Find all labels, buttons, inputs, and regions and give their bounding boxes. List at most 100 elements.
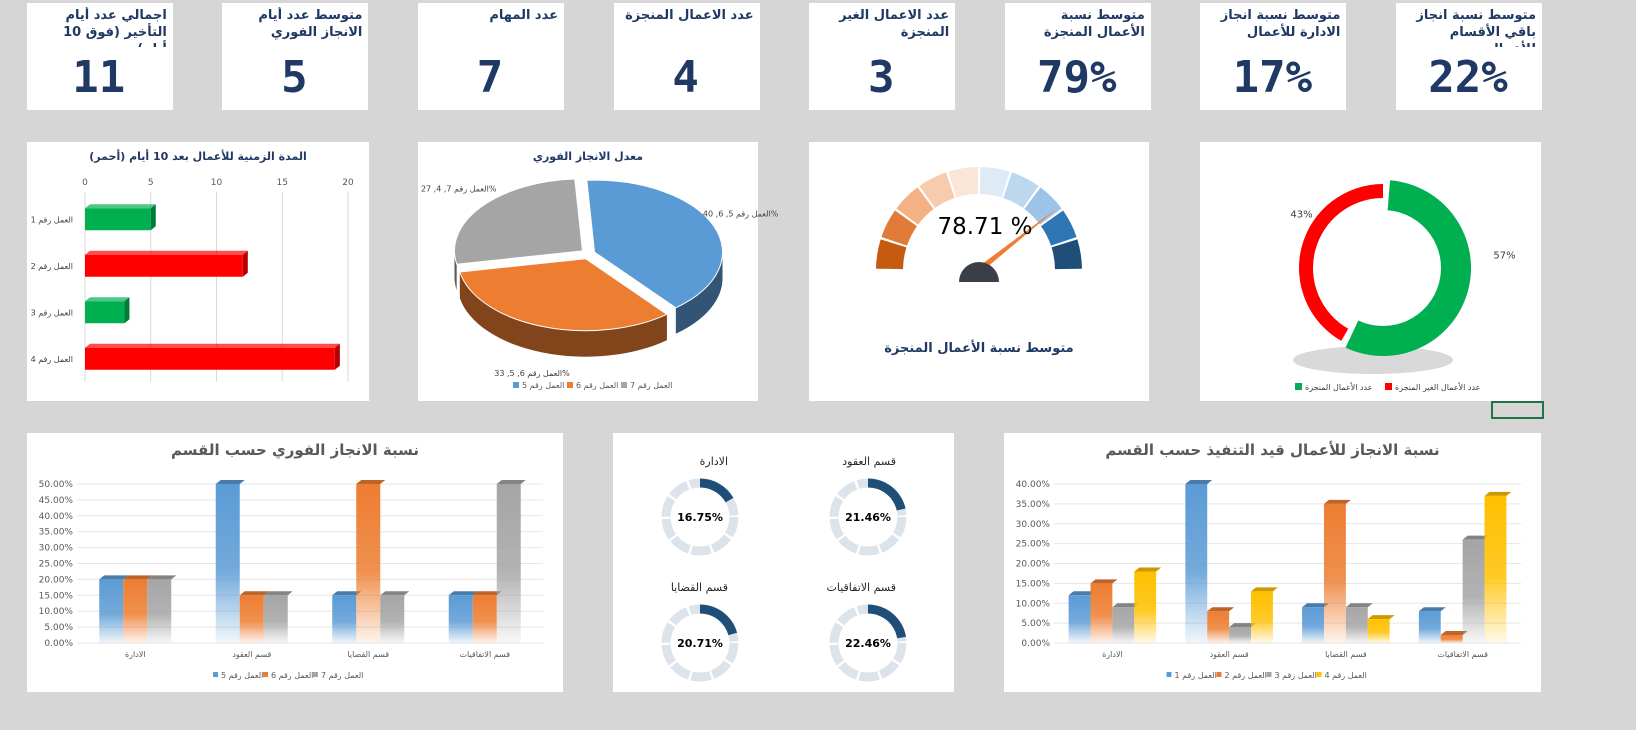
bar-top [85, 343, 340, 348]
chart-title: نسبة الانجاز للأعمال قيد التنفيذ حسب الق… [1105, 441, 1439, 459]
y-tick-label: 20.00% [1016, 560, 1051, 570]
bar [239, 595, 264, 643]
kpi-card: متوسط نسبة انجاز باقي الأقسام للأعمال 22% [1396, 3, 1542, 110]
legend-swatch [567, 382, 573, 388]
kpi-value: 17% [1232, 52, 1313, 103]
y-tick-label: 25.00% [39, 560, 74, 570]
bar [1068, 595, 1091, 643]
bar [1323, 503, 1346, 643]
slice-side [675, 252, 723, 334]
chart-title: معدل الانجاز الفوري [533, 150, 643, 163]
kpi-title: عدد الاعمال الغير المنجزة [839, 8, 950, 40]
data-label: العمل رقم 7, 4, 27% [421, 184, 497, 193]
data-label: العمل رقم 6, 5, 33% [494, 369, 570, 378]
y-tick-label: 40.00% [1016, 480, 1051, 490]
bar [1229, 627, 1252, 643]
legend-label: العمل رقم 7 [321, 671, 363, 680]
legend-label: العمل رقم 2 [1225, 671, 1267, 680]
bar-side [150, 204, 156, 231]
gauge-band [1041, 210, 1077, 246]
bar-cap [1345, 603, 1373, 608]
gauge-band [948, 167, 979, 198]
ring-title: قسم العقود [842, 455, 896, 468]
bar [215, 484, 240, 643]
bar-cap [448, 591, 478, 596]
kpi-value: 79% [1037, 52, 1117, 103]
chart-title: متوسط نسبة الأعمال المنجزة [884, 339, 1073, 356]
bar [1185, 484, 1208, 643]
bar-cap [1207, 607, 1235, 612]
bar [85, 347, 335, 370]
bar [448, 595, 473, 643]
kpi-value: 5 [281, 52, 308, 103]
bar [356, 484, 381, 643]
bar [1090, 583, 1113, 643]
kpi-title: متوسط نسبة الأعمال المنجزة [1043, 8, 1145, 40]
bar [496, 484, 521, 643]
y-tick-label: 15.00% [1016, 579, 1051, 589]
legend-swatch [1385, 383, 1392, 390]
kpi-card: اجمالي عدد أيام التأخير (فوق 10 أيام) 11 [26, 3, 173, 110]
bar-cap [1112, 603, 1140, 608]
kpi-value: 22% [1428, 52, 1508, 103]
bar-cap [1367, 615, 1395, 620]
kpi-card: متوسط عدد أيام الانجاز الفوري 5 [222, 3, 369, 110]
legend-swatch [1316, 672, 1322, 677]
chart-card [1004, 433, 1541, 692]
bar [1462, 539, 1485, 643]
bar-cap [1302, 603, 1329, 608]
bar [1367, 619, 1390, 643]
y-tick-label: 30.00% [39, 544, 74, 554]
pie-slice [586, 179, 723, 309]
bar-cap [99, 575, 129, 580]
kpi-title: متوسط نسبة انجاز باقي الأقسام للأعمال [1416, 8, 1536, 47]
ring-title: الادارة [700, 455, 728, 468]
bar [1484, 495, 1507, 643]
data-label: العمل رقم 5, 6, 40% [703, 210, 779, 219]
bar-top [85, 297, 130, 302]
gauge-hub [959, 262, 999, 282]
x-tick-label: الادارة [1102, 650, 1123, 659]
x-tick-label: 15 [277, 178, 288, 188]
bar [85, 208, 151, 231]
y-tick-label: 10.00% [39, 607, 74, 617]
gauge-band [1003, 172, 1039, 208]
bar-cap [1484, 491, 1512, 496]
chart-title: نسبة الانجاز الفوري حسب القسم [171, 441, 419, 460]
kpi-title: عدد الاعمال المنجزة [625, 8, 754, 23]
bar-cap [1090, 579, 1118, 584]
bar-side [334, 343, 340, 370]
bar-top [85, 204, 156, 209]
bar [99, 579, 124, 643]
kpi-title: متوسط نسبة انجاز الادارة للأعمال [1220, 8, 1341, 40]
kpi-value: 11 [72, 52, 126, 103]
chart-card [27, 433, 563, 692]
bar-cap [1418, 607, 1446, 612]
kpi-title: متوسط عدد أيام الانجاز الفوري [258, 8, 363, 40]
gauge-band [1051, 239, 1082, 270]
legend-swatch [263, 672, 268, 677]
gauge-band [881, 210, 917, 246]
legend-label: العمل رقم 5 [522, 381, 564, 390]
kpi-value: 7 [476, 52, 504, 103]
y-tick-label: 40.00% [39, 512, 74, 522]
bar [472, 595, 497, 643]
donut-slice [1345, 180, 1472, 356]
bar-cap [496, 480, 526, 484]
ring-title: قسم الاتفاقيات [827, 581, 896, 594]
ring-value [868, 604, 907, 639]
bar [263, 595, 288, 643]
legend-swatch [1266, 672, 1272, 677]
bar-cap [1185, 480, 1213, 484]
bar-cap [215, 480, 245, 484]
bar [332, 595, 357, 643]
x-tick-label: 10 [211, 178, 223, 188]
legend-label: عدد الأعمال المنجزة [1305, 382, 1373, 392]
kpi-title: عدد المهام [489, 8, 558, 23]
bar-cap [472, 591, 502, 596]
ring-value [700, 478, 734, 503]
bar-cap [380, 591, 410, 596]
bar-cap [239, 591, 269, 596]
